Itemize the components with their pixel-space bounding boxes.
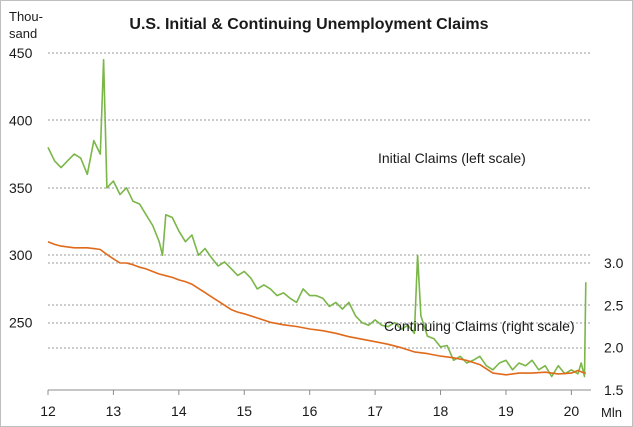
x-tick-label: 17 — [367, 403, 383, 419]
left-axis-ticks: 450 400 350 300 250 — [9, 45, 33, 331]
x-tick-label: 18 — [433, 403, 449, 419]
left-tick-label: 400 — [9, 112, 33, 128]
continuing-claims-line — [47, 241, 586, 376]
x-tick-label: 13 — [106, 403, 122, 419]
continuing-claims-annotation: Continuing Claims (right scale) — [384, 318, 575, 334]
right-tick-label: 2.0 — [604, 340, 624, 356]
initial-claims-annotation: Initial Claims (left scale) — [378, 150, 526, 166]
x-axis-ticks: 12 13 14 15 16 17 18 19 20 — [40, 403, 579, 419]
x-tick-label: 15 — [236, 403, 252, 419]
x-tick-label: 14 — [171, 403, 187, 419]
right-tick-label: 2.5 — [604, 297, 624, 313]
x-tick-label: 16 — [302, 403, 318, 419]
x-tick-label: 19 — [498, 403, 514, 419]
right-unit-label: Mln — [601, 405, 622, 420]
initial-claims-line — [47, 58, 587, 378]
left-tick-label: 300 — [9, 247, 33, 263]
x-tick-label: 12 — [40, 403, 56, 419]
right-tick-label: 3.0 — [604, 255, 624, 271]
right-tick-label: 1.5 — [604, 382, 624, 398]
gridlines — [48, 52, 591, 349]
left-tick-label: 350 — [9, 180, 33, 196]
x-tick-marks — [47, 390, 572, 395]
left-unit-line2: sand — [9, 26, 37, 41]
left-tick-label: 450 — [9, 45, 33, 61]
left-unit-line1: Thou- — [9, 9, 43, 24]
right-axis-ticks: 3.0 2.5 2.0 1.5 — [604, 255, 624, 398]
chart-title: U.S. Initial & Continuing Unemployment C… — [129, 16, 488, 33]
x-tick-label: 20 — [564, 403, 580, 419]
left-tick-label: 250 — [9, 315, 33, 331]
